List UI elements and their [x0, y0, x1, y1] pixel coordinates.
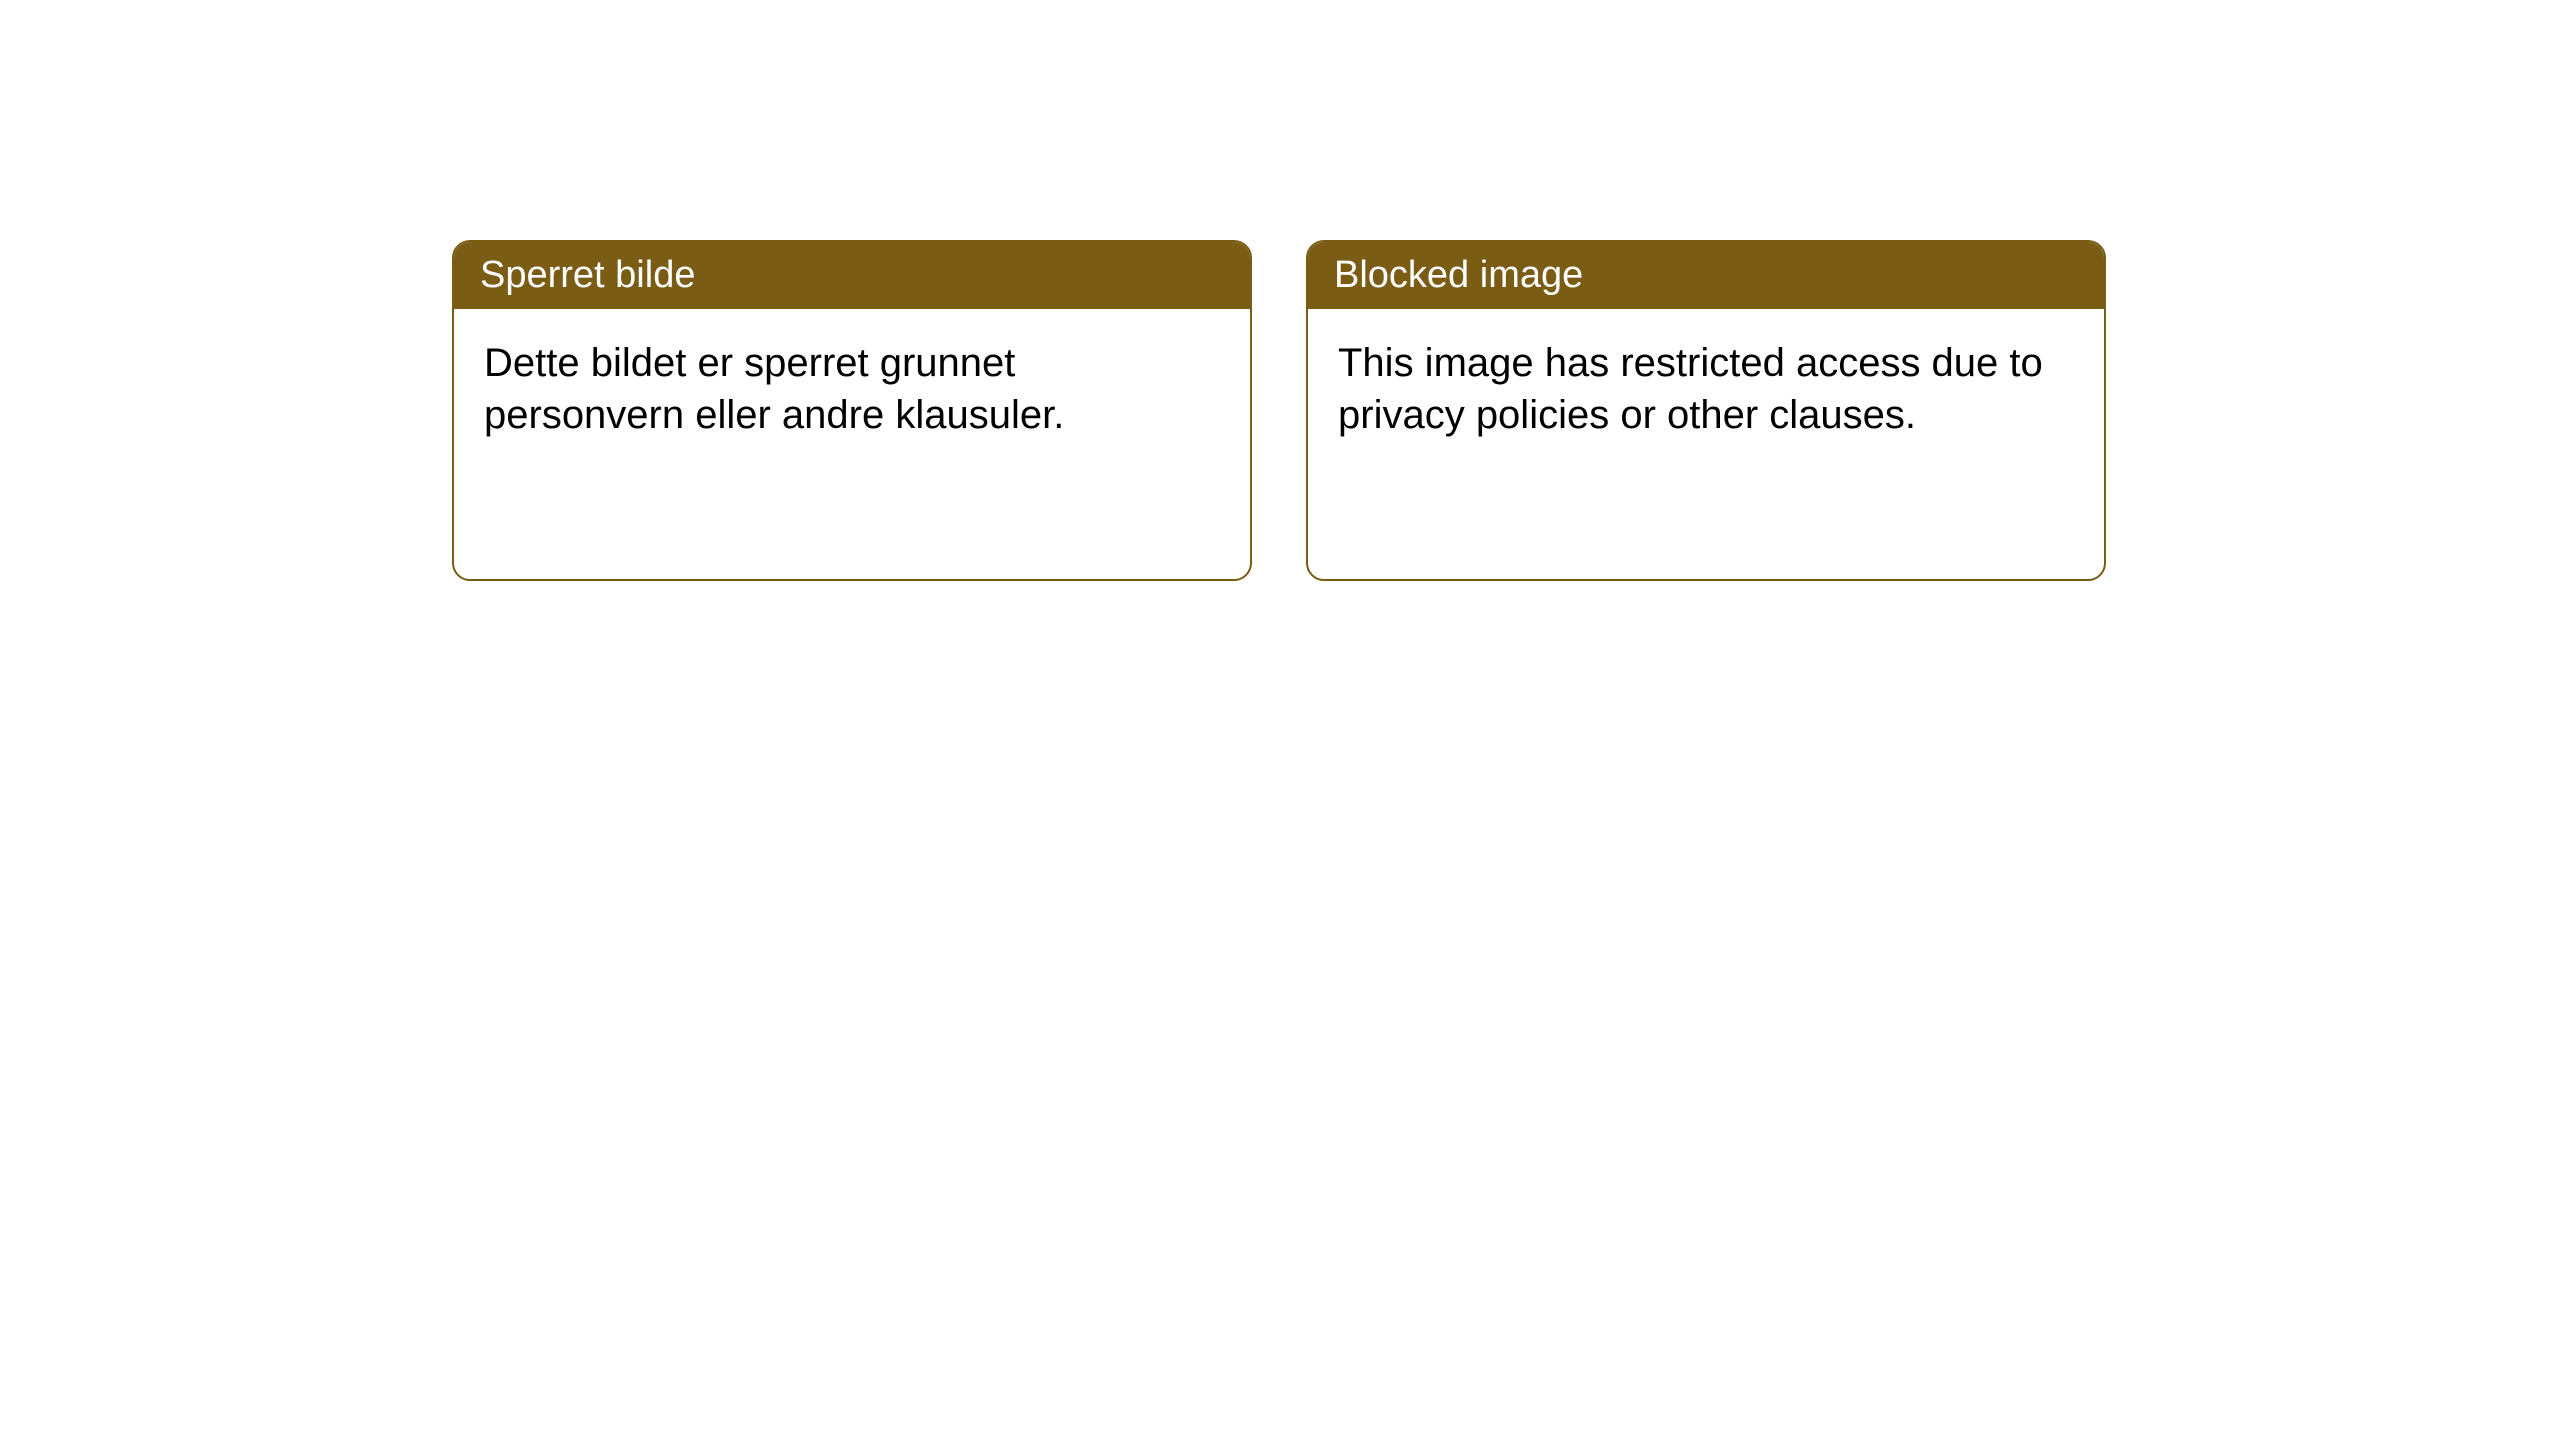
notice-text: Dette bildet er sperret grunnet personve… [484, 341, 1064, 437]
notice-header: Blocked image [1308, 242, 2104, 309]
notice-body: This image has restricted access due to … [1308, 309, 2104, 579]
notice-title: Blocked image [1334, 254, 1583, 296]
notice-body: Dette bildet er sperret grunnet personve… [454, 309, 1250, 579]
notice-title: Sperret bilde [480, 254, 695, 296]
notices-container: Sperret bilde Dette bildet er sperret gr… [452, 240, 2106, 581]
notice-header: Sperret bilde [454, 242, 1250, 309]
notice-box-norwegian: Sperret bilde Dette bildet er sperret gr… [452, 240, 1252, 581]
notice-box-english: Blocked image This image has restricted … [1306, 240, 2106, 581]
notice-text: This image has restricted access due to … [1338, 341, 2043, 437]
